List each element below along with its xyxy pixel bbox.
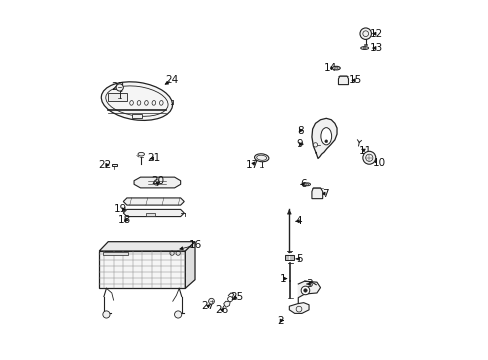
Text: 13: 13 [369, 43, 382, 53]
Text: 21: 21 [146, 153, 160, 163]
Polygon shape [123, 198, 184, 205]
Circle shape [174, 311, 182, 318]
Text: 15: 15 [348, 75, 362, 85]
Circle shape [102, 311, 110, 318]
Text: 5: 5 [295, 254, 302, 264]
FancyBboxPatch shape [284, 255, 293, 260]
Circle shape [303, 289, 306, 292]
Circle shape [313, 143, 317, 147]
Text: 23: 23 [111, 82, 124, 93]
Polygon shape [99, 242, 195, 251]
Ellipse shape [304, 183, 310, 186]
Text: 7: 7 [322, 189, 328, 199]
Circle shape [359, 28, 371, 40]
Polygon shape [311, 118, 336, 158]
FancyBboxPatch shape [131, 114, 142, 118]
Text: 25: 25 [229, 292, 243, 302]
Text: 19: 19 [114, 204, 127, 215]
Ellipse shape [254, 154, 268, 162]
Text: 16: 16 [188, 240, 201, 250]
FancyBboxPatch shape [107, 93, 127, 101]
Text: 20: 20 [151, 176, 164, 186]
FancyBboxPatch shape [112, 163, 117, 166]
Polygon shape [338, 76, 348, 85]
Circle shape [208, 298, 214, 304]
Text: 26: 26 [215, 305, 228, 315]
Ellipse shape [320, 128, 331, 145]
Text: 9: 9 [296, 139, 303, 149]
FancyBboxPatch shape [102, 252, 128, 255]
Circle shape [324, 140, 327, 143]
Text: 4: 4 [295, 216, 302, 226]
Text: 3: 3 [306, 279, 312, 289]
Polygon shape [311, 188, 322, 199]
Text: 14: 14 [323, 63, 337, 73]
Text: 10: 10 [372, 158, 385, 168]
Text: 18: 18 [118, 215, 131, 225]
Circle shape [362, 151, 375, 164]
Polygon shape [289, 303, 308, 314]
Ellipse shape [101, 82, 172, 120]
Circle shape [301, 286, 309, 295]
Text: 2: 2 [277, 316, 283, 325]
Text: 6: 6 [300, 179, 307, 189]
Ellipse shape [360, 46, 368, 49]
Text: 22: 22 [99, 160, 112, 170]
Circle shape [116, 84, 123, 91]
Polygon shape [123, 210, 184, 217]
Polygon shape [134, 177, 180, 188]
Text: 17: 17 [245, 160, 259, 170]
Polygon shape [223, 301, 230, 307]
FancyBboxPatch shape [145, 213, 155, 216]
Text: 8: 8 [296, 126, 303, 135]
Polygon shape [99, 251, 185, 288]
Text: 27: 27 [201, 301, 214, 311]
Text: 1: 1 [279, 274, 286, 284]
Ellipse shape [138, 152, 144, 156]
Ellipse shape [332, 66, 340, 70]
Text: 11: 11 [358, 145, 371, 156]
Polygon shape [298, 281, 320, 306]
Text: 12: 12 [369, 29, 382, 39]
Text: 24: 24 [165, 75, 178, 85]
Polygon shape [185, 242, 195, 288]
